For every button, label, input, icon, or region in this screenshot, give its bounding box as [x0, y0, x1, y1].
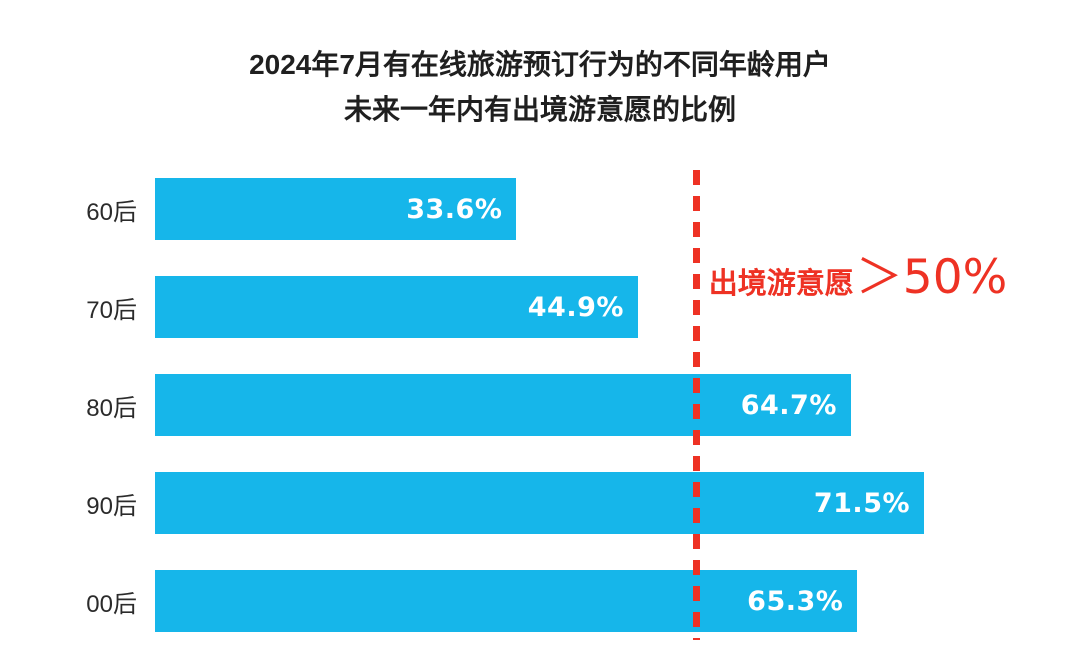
chart-title-line1: 2024年7月有在线旅游预订行为的不同年龄用户: [249, 49, 831, 80]
threshold-annotation-text: 出境游意愿: [708, 268, 854, 300]
bar-row: 60后 33.6%: [0, 178, 1080, 240]
bar-row: 90后 71.5%: [0, 472, 1080, 534]
category-label: 00后: [86, 590, 137, 618]
bar: 64.7%: [155, 374, 851, 436]
bar-value-label: 64.7%: [740, 389, 837, 421]
chart-title-line2: 未来一年内有出境游意愿的比例: [343, 94, 736, 125]
bar-value-label: 65.3%: [747, 585, 844, 617]
threshold-annotation: 出境游意愿 ＞50%: [709, 238, 1007, 307]
chart-title: 2024年7月有在线旅游预订行为的不同年龄用户 未来一年内有出境游意愿的比例: [0, 0, 1080, 132]
bar-row: 80后 64.7%: [0, 374, 1080, 436]
threshold-dashed-line: [692, 170, 700, 640]
bar-row: 70后 44.9%: [0, 276, 1080, 338]
bar-value-label: 33.6%: [406, 193, 503, 225]
bar: 33.6%: [155, 178, 517, 240]
bar-track: 33.6%: [155, 178, 1080, 240]
bar-value-label: 44.9%: [527, 291, 624, 323]
category-label: 90后: [86, 492, 137, 520]
category-label: 70后: [86, 296, 137, 324]
bar: 44.9%: [155, 276, 638, 338]
bar-value-label: 71.5%: [813, 487, 911, 519]
bar-chart: 60后 33.6% 70后 44.9% 80后 64.7%: [0, 170, 1080, 640]
bar-track: 44.9%: [155, 276, 1080, 338]
category-label: 80后: [86, 394, 137, 422]
bar-track: 65.3%: [155, 570, 1080, 632]
category-label: 60后: [86, 198, 137, 226]
bar-track: 64.7%: [155, 374, 1080, 436]
bar-row: 00后 65.3%: [0, 570, 1080, 632]
bar: 71.5%: [155, 472, 925, 534]
bar: 65.3%: [155, 570, 858, 632]
bar-track: 71.5%: [155, 472, 1080, 534]
threshold-annotation-value: ＞50%: [855, 250, 1008, 305]
